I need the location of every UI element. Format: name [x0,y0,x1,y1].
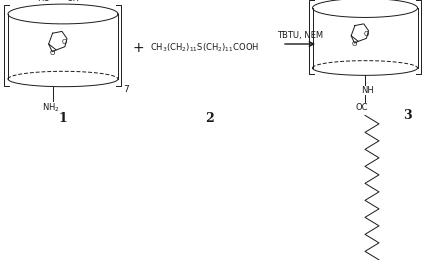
Text: CH$_3$(CH$_2$)$_{11}$S(CH$_2$)$_{11}$COOH: CH$_3$(CH$_2$)$_{11}$S(CH$_2$)$_{11}$COO… [150,42,259,54]
Text: HO: HO [37,0,50,3]
Text: O: O [352,41,357,47]
Text: OH: OH [66,0,79,3]
Text: 7: 7 [123,85,129,94]
Text: 2: 2 [206,112,214,125]
Text: +: + [132,41,144,55]
Text: O: O [364,31,369,37]
Text: OC: OC [356,103,368,112]
Text: NH$_2$: NH$_2$ [42,102,60,114]
Text: 1: 1 [59,112,68,125]
Text: O: O [62,40,68,45]
Text: O: O [50,50,55,56]
Text: TBTU, NEM: TBTU, NEM [277,31,323,40]
Text: NH: NH [361,86,373,95]
Text: 3: 3 [403,109,411,122]
